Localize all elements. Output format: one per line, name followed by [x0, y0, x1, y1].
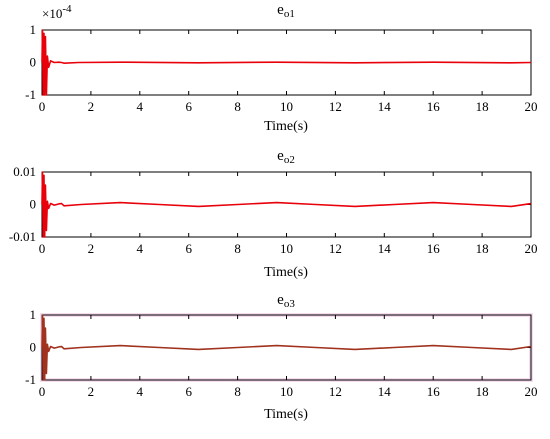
panel-eo1-exponent: ×10-4 — [42, 3, 72, 21]
panel-eo2-ytick-label: -0.01 — [9, 229, 36, 244]
panel-eo1-marks: 0 2 4 6 8 10 12 14 16 18 20-101 — [25, 22, 537, 114]
panel-eo2-xtick-label: 12 — [329, 241, 342, 256]
panel-eo3-xtick-label: 8 — [234, 384, 241, 399]
panel-eo2-xtick-label: 16 — [427, 241, 441, 256]
panel-eo2-ytick-label: 0.01 — [13, 164, 36, 179]
panel-eo3-xtick-label: 4 — [137, 384, 144, 399]
panel-eo2-series-line — [41, 171, 532, 238]
panel-eo3-ytick-label: 0 — [30, 340, 37, 355]
panel-eo3-xtick-label: 0 — [39, 384, 46, 399]
panel-eo1-xtick-label: 2 — [88, 99, 95, 114]
panel-eo3-xtick-label: 12 — [329, 384, 342, 399]
panel-eo3-xtick-label: 18 — [476, 384, 489, 399]
panel-eo2-xtick-label: 2 — [88, 241, 95, 256]
panel-eo3-xtick-label: 14 — [378, 384, 392, 399]
panel-eo2-xtick-label: 10 — [280, 241, 293, 256]
panel-eo1: eo1 ×10-4 0 2 4 6 8 10 12 14 16 18 20-101 Time(s) — [25, 2, 537, 134]
panel-eo1-xtick-label: 12 — [329, 99, 342, 114]
panel-eo1-xtick-label: 10 — [280, 99, 293, 114]
panel-eo1-ytick-label: 0 — [30, 55, 37, 70]
panel-eo2-xtick-label: 18 — [476, 241, 489, 256]
panel-eo1-xtick-label: 0 — [39, 99, 46, 114]
panel-eo1-xtick-label: 14 — [378, 99, 392, 114]
panel-eo1-title-sub: o1 — [284, 8, 295, 20]
panel-eo1-xlabel: Time(s) — [264, 119, 308, 134]
panel-eo3-title-base: e — [277, 292, 284, 308]
panel-eo3-series-line — [41, 314, 532, 381]
panel-eo1-title: eo1 — [277, 2, 295, 20]
panel-eo1-xtick-label: 16 — [427, 99, 441, 114]
panel-eo3-title-sub: o3 — [284, 298, 296, 310]
panel-eo2-title: eo2 — [277, 148, 295, 166]
panel-eo1-ytick-label: 1 — [30, 22, 37, 37]
panel-eo1-xtick-label: 20 — [525, 99, 538, 114]
panel-eo3-xtick-label: 20 — [525, 384, 538, 399]
panel-eo2-xlabel: Time(s) — [264, 265, 308, 280]
panel-eo2-ytick-label: 0 — [30, 197, 37, 212]
panel-eo3-xlabel: Time(s) — [264, 407, 308, 422]
panel-eo3-title: eo3 — [277, 292, 295, 310]
panel-eo3-xtick-label: 16 — [427, 384, 441, 399]
panel-eo2-xtick-label: 6 — [185, 241, 192, 256]
panel-eo1-exponent-base: ×10 — [42, 6, 62, 21]
panel-eo1-title-base: e — [277, 2, 284, 18]
panel-eo1-xtick-label: 18 — [476, 99, 489, 114]
panel-eo1-xtick-label: 6 — [185, 99, 192, 114]
panel-eo3-ytick-label: 1 — [30, 307, 37, 322]
panel-eo3-ytick-label: -1 — [25, 372, 36, 387]
panel-eo2-title-sub: o2 — [284, 154, 295, 166]
panel-eo2-xtick-label: 4 — [137, 241, 144, 256]
panel-eo3-marks: 0 2 4 6 8 10 12 14 16 18 20-101 — [25, 307, 537, 399]
panel-eo1-xtick-label: 8 — [234, 99, 241, 114]
panel-eo2-xtick-label: 14 — [378, 241, 392, 256]
panel-eo2-xtick-label: 0 — [39, 241, 46, 256]
panel-eo1-exponent-power: -4 — [62, 3, 72, 15]
panel-eo1-xtick-label: 4 — [137, 99, 144, 114]
panel-eo3-xtick-label: 2 — [88, 384, 95, 399]
panel-eo2-xtick-label: 8 — [234, 241, 241, 256]
panel-eo2-xtick-label: 20 — [525, 241, 538, 256]
panel-eo1-series-line — [41, 29, 532, 96]
panel-eo3-xtick-label: 6 — [185, 384, 192, 399]
panel-eo1-ytick-label: -1 — [25, 87, 36, 102]
panel-eo3-xtick-label: 10 — [280, 384, 293, 399]
panel-eo3: eo3 0 2 4 6 8 10 12 14 16 18 20-101 Time(s) — [25, 292, 537, 422]
panel-eo2-title-base: e — [277, 148, 284, 164]
